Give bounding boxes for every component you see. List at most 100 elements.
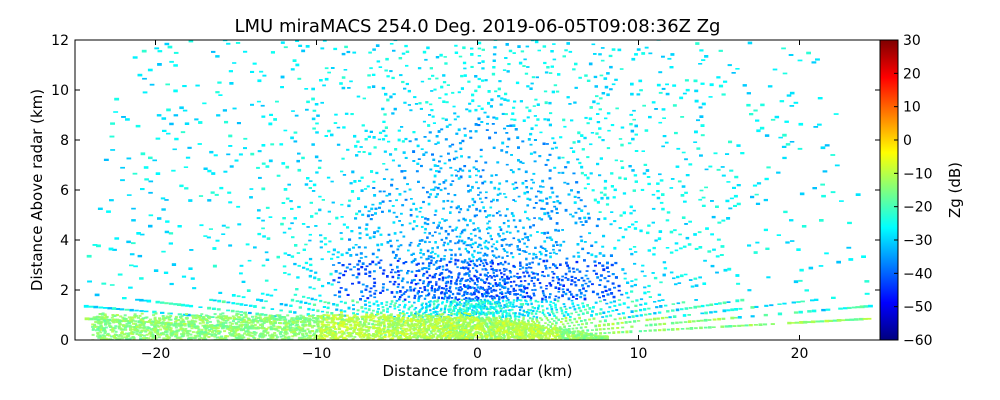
- reflectivity-cell: [311, 143, 315, 146]
- reflectivity-cell: [607, 327, 611, 330]
- reflectivity-cell: [633, 320, 637, 323]
- reflectivity-cell: [417, 269, 421, 272]
- reflectivity-cell: [478, 236, 481, 239]
- reflectivity-cell: [669, 66, 674, 69]
- reflectivity-cell: [364, 303, 367, 306]
- reflectivity-cell: [88, 317, 94, 321]
- reflectivity-cell: [260, 292, 265, 295]
- reflectivity-cell: [485, 261, 488, 264]
- reflectivity-cell: [430, 188, 433, 191]
- reflectivity-cell: [435, 326, 439, 329]
- reflectivity-cell: [489, 287, 492, 290]
- reflectivity-cell: [211, 50, 216, 53]
- reflectivity-cell: [450, 276, 453, 279]
- reflectivity-cell: [639, 89, 643, 92]
- reflectivity-cell: [250, 152, 255, 156]
- reflectivity-cell: [357, 197, 361, 200]
- reflectivity-cell: [146, 299, 152, 303]
- reflectivity-cell: [337, 276, 341, 279]
- reflectivity-cell: [412, 252, 415, 255]
- reflectivity-cell: [143, 338, 147, 340]
- reflectivity-cell: [463, 317, 466, 320]
- reflectivity-cell: [269, 294, 274, 297]
- reflectivity-cell: [665, 219, 670, 222]
- reflectivity-cell: [565, 257, 569, 260]
- reflectivity-cell: [390, 183, 394, 187]
- reflectivity-cell: [378, 202, 382, 205]
- reflectivity-cell: [539, 245, 543, 248]
- reflectivity-cell: [433, 324, 437, 327]
- reflectivity-cell: [606, 293, 610, 296]
- reflectivity-cell: [405, 82, 409, 86]
- reflectivity-cell: [458, 247, 461, 251]
- reflectivity-cell: [633, 174, 638, 177]
- reflectivity-cell: [583, 259, 586, 262]
- reflectivity-cell: [189, 249, 194, 251]
- reflectivity-cell: [231, 294, 236, 297]
- reflectivity-cell: [183, 166, 189, 168]
- reflectivity-cell: [391, 76, 395, 80]
- reflectivity-cell: [424, 306, 428, 309]
- reflectivity-cell: [613, 246, 617, 250]
- reflectivity-cell: [479, 286, 482, 289]
- reflectivity-cell: [518, 306, 521, 308]
- reflectivity-cell: [207, 199, 212, 202]
- reflectivity-cell: [776, 234, 781, 236]
- reflectivity-cell: [594, 241, 598, 244]
- reflectivity-cell: [426, 46, 430, 50]
- reflectivity-cell: [382, 283, 385, 286]
- reflectivity-cell: [548, 236, 552, 240]
- reflectivity-cell: [543, 212, 547, 216]
- reflectivity-cell: [581, 312, 585, 315]
- reflectivity-cell: [557, 73, 561, 76]
- reflectivity-cell: [524, 299, 527, 302]
- reflectivity-cell: [408, 306, 412, 309]
- reflectivity-cell: [458, 307, 461, 310]
- reflectivity-cell: [598, 284, 602, 286]
- reflectivity-cell: [599, 308, 603, 311]
- reflectivity-cell: [788, 54, 794, 56]
- reflectivity-cell: [306, 313, 310, 316]
- reflectivity-cell: [750, 306, 755, 309]
- reflectivity-cell: [444, 337, 447, 340]
- reflectivity-cell: [475, 288, 478, 292]
- reflectivity-cell: [546, 211, 550, 215]
- reflectivity-cell: [433, 276, 436, 279]
- reflectivity-cell: [372, 302, 376, 306]
- reflectivity-cell: [336, 251, 340, 254]
- reflectivity-cell: [602, 311, 606, 314]
- reflectivity-cell: [441, 218, 444, 220]
- reflectivity-cell: [155, 137, 161, 140]
- reflectivity-cell: [471, 253, 474, 257]
- reflectivity-cell: [448, 321, 451, 324]
- reflectivity-cell: [505, 299, 508, 302]
- reflectivity-cell: [324, 77, 329, 81]
- reflectivity-cell: [807, 310, 812, 313]
- reflectivity-cell: [602, 323, 606, 327]
- reflectivity-cell: [458, 292, 461, 296]
- reflectivity-cell: [369, 218, 373, 221]
- reflectivity-cell: [519, 303, 523, 306]
- reflectivity-cell: [153, 269, 159, 272]
- reflectivity-cell: [472, 229, 476, 232]
- reflectivity-cell: [670, 178, 675, 180]
- reflectivity-cell: [453, 312, 456, 316]
- reflectivity-cell: [432, 188, 436, 191]
- reflectivity-cell: [486, 294, 489, 297]
- reflectivity-cell: [174, 320, 177, 323]
- reflectivity-cell: [400, 269, 403, 272]
- reflectivity-cell: [215, 316, 220, 319]
- reflectivity-cell: [590, 322, 594, 324]
- reflectivity-cell: [407, 270, 410, 272]
- reflectivity-cell: [346, 293, 350, 296]
- reflectivity-cell: [677, 180, 682, 183]
- reflectivity-cell: [500, 322, 504, 325]
- reflectivity-cell: [404, 291, 407, 293]
- reflectivity-cell: [672, 104, 677, 107]
- reflectivity-cell: [540, 274, 544, 277]
- reflectivity-cell: [488, 214, 492, 217]
- reflectivity-cell: [401, 204, 405, 207]
- reflectivity-cell: [377, 308, 380, 310]
- reflectivity-cell: [509, 316, 512, 319]
- reflectivity-cell: [344, 288, 348, 292]
